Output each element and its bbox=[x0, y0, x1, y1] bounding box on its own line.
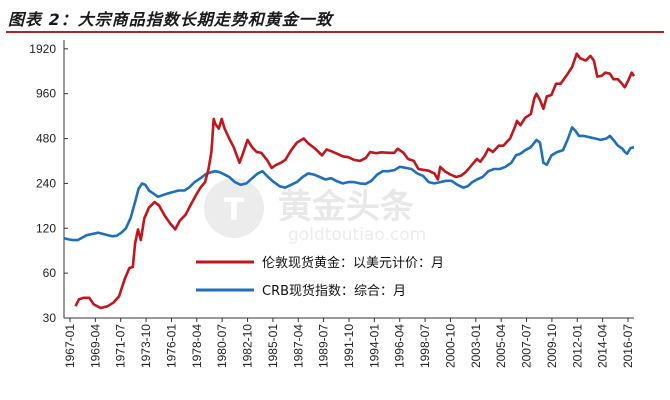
series-layer bbox=[63, 52, 636, 310]
axes: 30 60 120 240 480 960 1920 1967-01 1969-04 1971-0… bbox=[29, 40, 635, 368]
x-tick-label: 1998-07 bbox=[418, 324, 432, 368]
x-tick-label: 1976-01 bbox=[164, 324, 178, 368]
y-tick-label: 120 bbox=[36, 221, 56, 235]
x-tick-label: 1973-10 bbox=[139, 324, 153, 368]
x-tick-label: 2014-04 bbox=[596, 324, 610, 368]
y-tick-label: 960 bbox=[36, 87, 56, 101]
x-tick-label: 2012-01 bbox=[570, 324, 584, 368]
shield-t-icon bbox=[204, 178, 264, 238]
watermark-subtext: goldtoutiao.com bbox=[288, 225, 426, 245]
x-tick-label: 2007-07 bbox=[520, 324, 534, 368]
x-tick-label: 2016-07 bbox=[621, 324, 635, 368]
x-tick-label: 1971-07 bbox=[114, 324, 128, 368]
x-tick-label: 1982-10 bbox=[241, 324, 255, 368]
x-tick-label: 1985-01 bbox=[266, 324, 280, 368]
x-tick-label: 1987-04 bbox=[291, 324, 305, 368]
chart-title: 图表 2：大宗商品指数长期走势和黄金一致 bbox=[8, 10, 333, 29]
y-tick-label: 480 bbox=[36, 132, 56, 146]
series-line-1 bbox=[63, 126, 635, 242]
y-tick-label: 1920 bbox=[29, 42, 56, 56]
x-tick-label: 2000-10 bbox=[443, 324, 457, 368]
x-tick-label: 2003-01 bbox=[469, 324, 483, 368]
x-tick-label: 1978-04 bbox=[190, 324, 204, 368]
y-tick-label: 30 bbox=[43, 311, 57, 325]
title-divider bbox=[6, 31, 664, 33]
x-tick-label: 1991-10 bbox=[342, 324, 356, 368]
y-tick-label: 60 bbox=[43, 266, 57, 280]
x-tick-label: 1994-01 bbox=[367, 324, 381, 368]
x-tick-label: 1996-04 bbox=[393, 324, 407, 368]
x-tick-label: 1967-01 bbox=[63, 324, 77, 368]
x-tick-label: 1989-07 bbox=[317, 324, 331, 368]
series-line-0 bbox=[74, 52, 636, 310]
watermark: T 黄金头条 goldtoutiao.com bbox=[204, 178, 426, 245]
x-tick-label: 1969-04 bbox=[88, 324, 102, 368]
watermark-logo-letter: T bbox=[224, 193, 245, 228]
legend-label-1: CRB现货指数：综合：月 bbox=[262, 283, 406, 299]
watermark-text: 黄金头条 bbox=[278, 187, 414, 227]
x-tick-label: 2005-04 bbox=[494, 324, 508, 368]
legend: 伦敦现货黄金：以美元计价：月 CRB现货指数：综合：月 bbox=[196, 255, 444, 299]
legend-label-0: 伦敦现货黄金：以美元计价：月 bbox=[262, 255, 444, 271]
x-tick-label: 2009-10 bbox=[545, 324, 559, 368]
y-tick-label: 240 bbox=[36, 176, 56, 190]
x-tick-label: 1980-07 bbox=[215, 324, 229, 368]
